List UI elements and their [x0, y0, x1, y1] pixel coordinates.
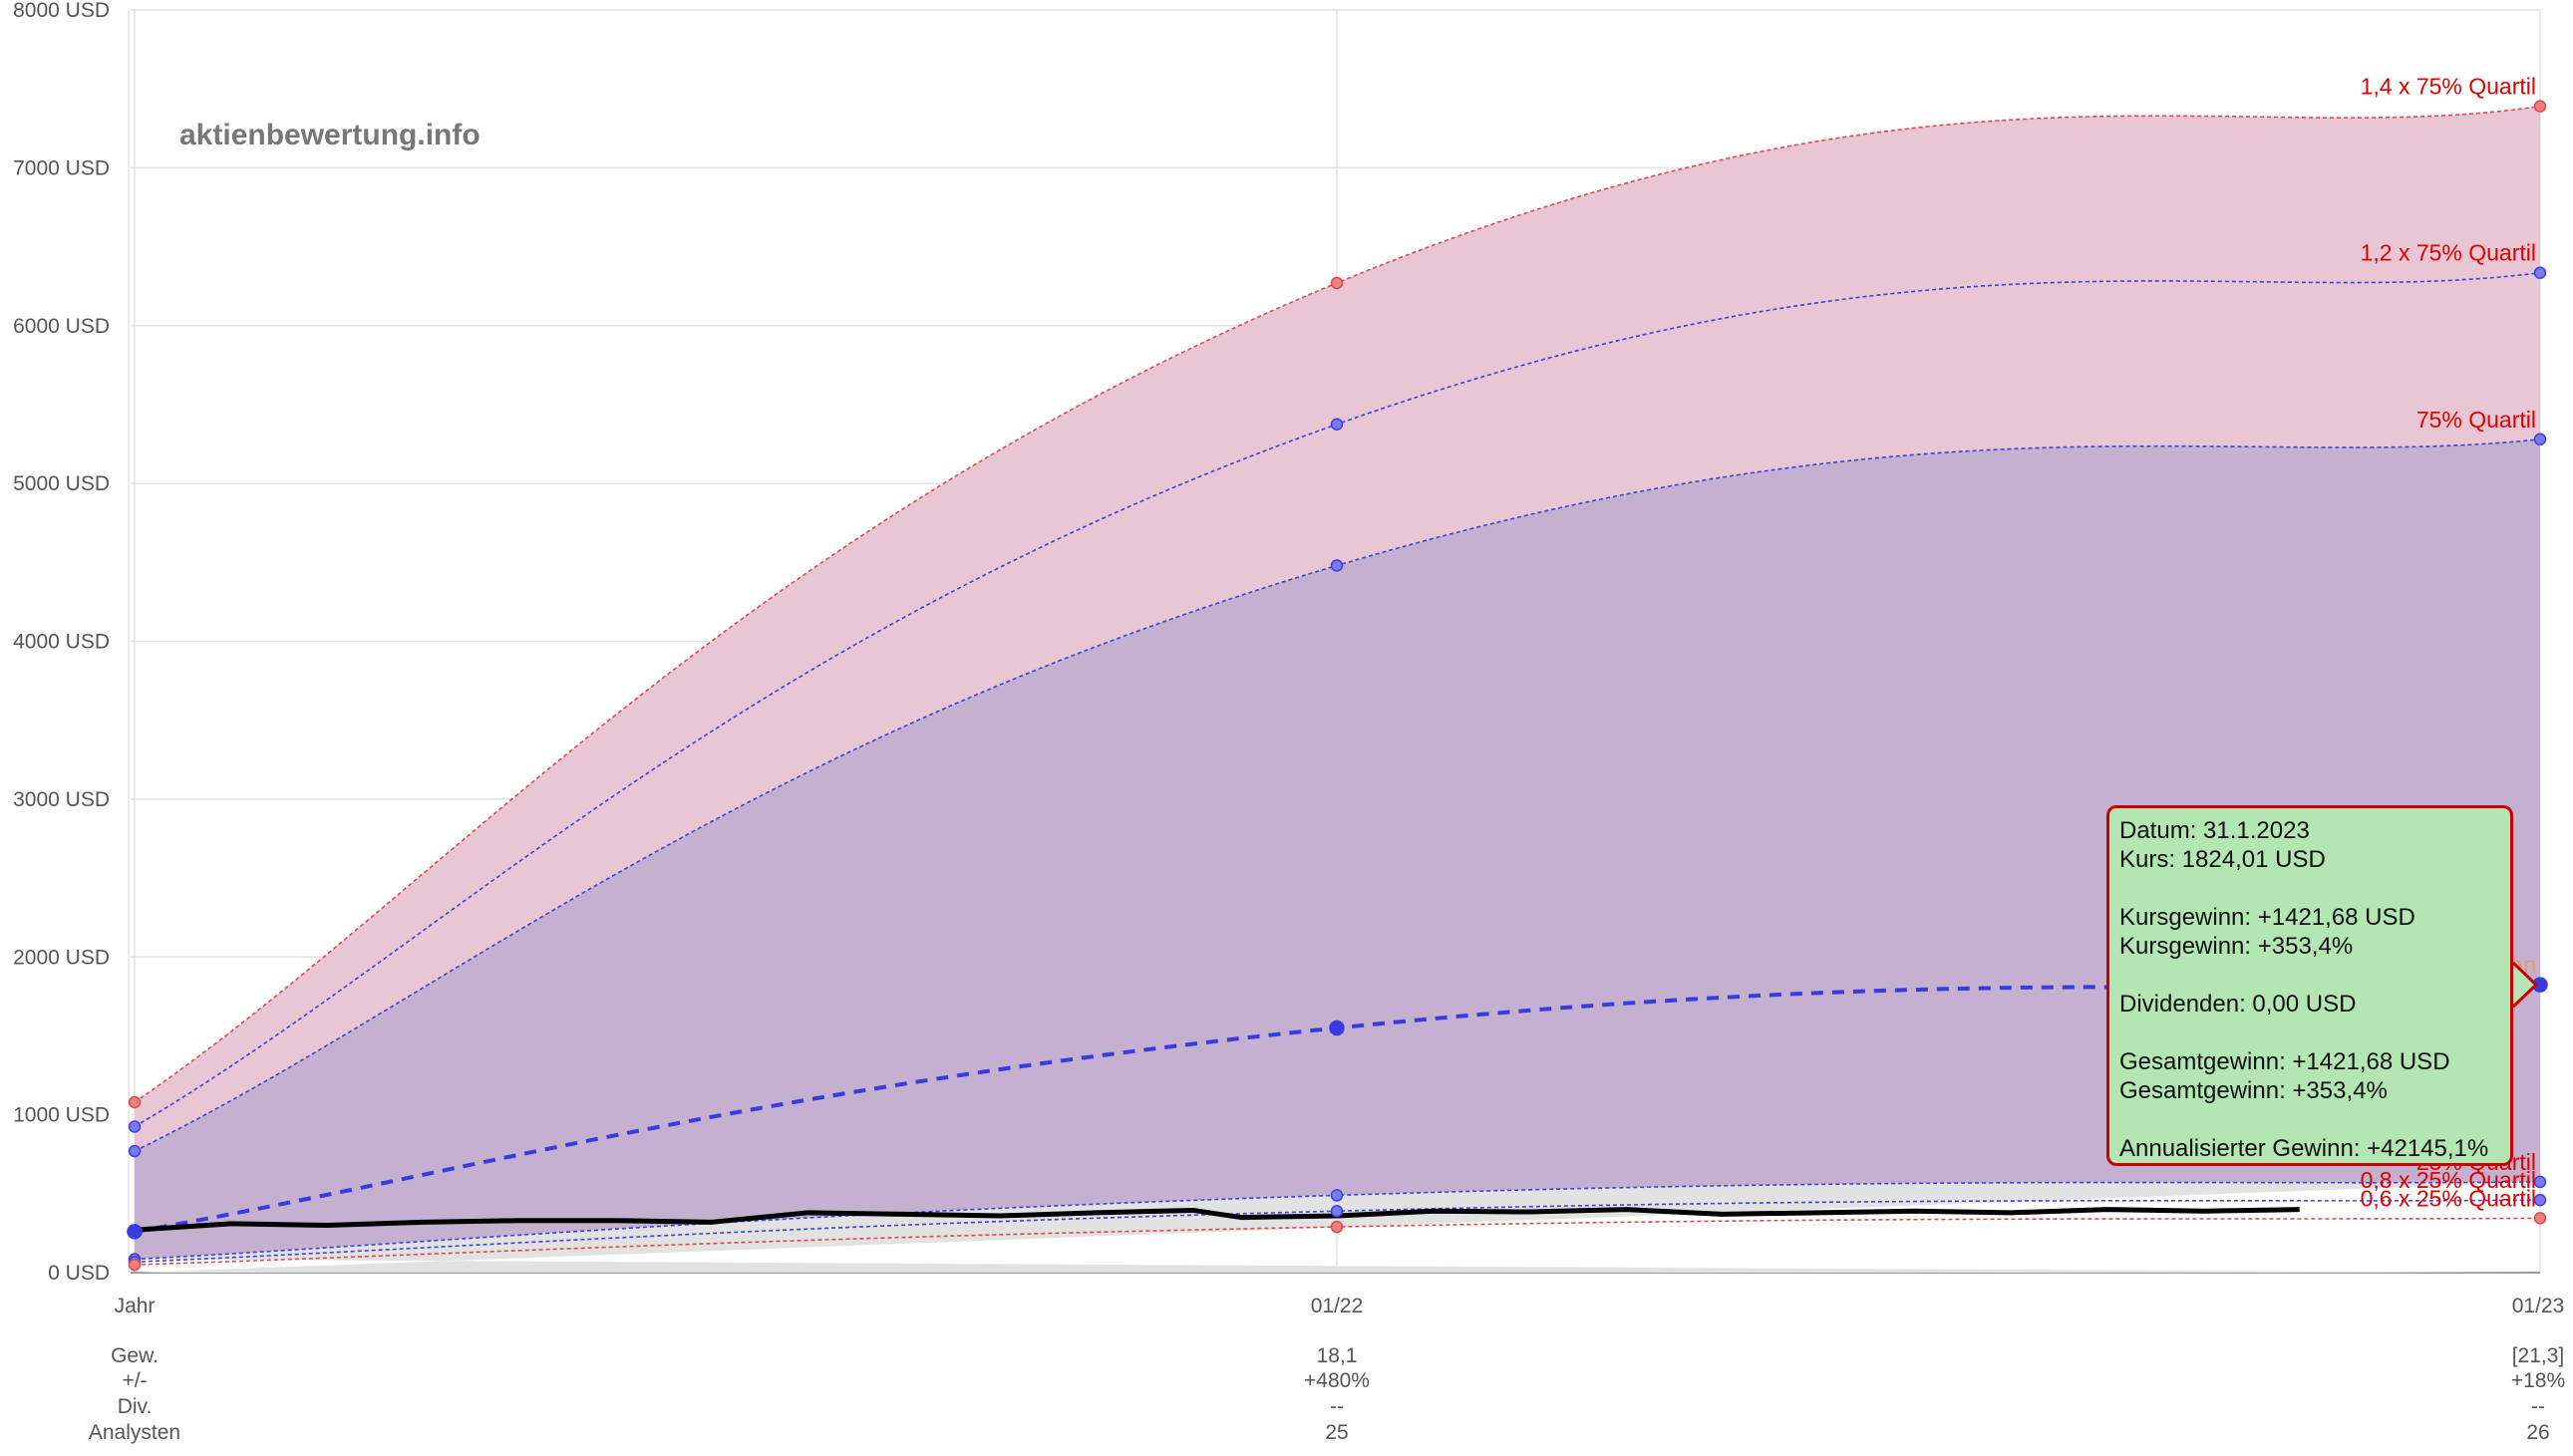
y-tick-label: 1000 USD [13, 1104, 110, 1127]
series-point-75-quartil[interactable] [128, 1144, 142, 1158]
bottom-row-value: +18% [2511, 1369, 2565, 1392]
y-tick-label: 3000 USD [13, 788, 110, 811]
tooltip-pointer [2511, 962, 2539, 1009]
series-points [127, 100, 2548, 1272]
tooltip-datum: Datum: 31.1.2023 [2119, 817, 2310, 844]
y-tick-label: 5000 USD [13, 472, 110, 495]
bottom-row-label: Div. [118, 1395, 153, 1418]
series-point-25-quartil[interactable] [1330, 1189, 1344, 1202]
y-tick-label: 4000 USD [13, 631, 110, 654]
series-point-1-2-x-75-quartil[interactable] [2533, 266, 2547, 279]
series-point-0-8-x-25-quartil[interactable] [2533, 1193, 2547, 1207]
y-tick-label: 0 USD [48, 1262, 110, 1285]
series-point-1-4-x-75-quartil[interactable] [128, 1095, 142, 1109]
tooltip-gesamtgewinn-abs: Gesamtgewinn: +1421,68 USD [2119, 1048, 2450, 1075]
bottom-row-value: 25 [1325, 1421, 1348, 1444]
bottom-row-value: 26 [2526, 1421, 2549, 1444]
y-tick-label: 7000 USD [13, 156, 110, 179]
series-point-median[interactable] [1329, 1019, 1345, 1036]
series-point-0-6-x-25-quartil[interactable] [128, 1258, 142, 1272]
price-line [134, 1207, 2300, 1233]
tooltip-annualisiert: Annualisierter Gewinn: +42145,1% [2119, 1135, 2489, 1162]
series-point-1-2-x-75-quartil[interactable] [1330, 418, 1344, 431]
bottom-row-value: 18,1 [1317, 1344, 1358, 1367]
series-label-75-quartil: 75% Quartil [2416, 407, 2536, 433]
bottom-row-value: +480% [1304, 1369, 1370, 1392]
series-point-1-4-x-75-quartil[interactable] [2533, 100, 2547, 113]
series-point-1-2-x-75-quartil[interactable] [128, 1120, 142, 1133]
axis-labels: 0 USD 1000 USD 2000 USD 3000 USD 4000 USD 500… [13, 0, 2565, 1444]
series-point-median[interactable] [127, 1224, 143, 1240]
series-point-25-quartil[interactable] [2533, 1175, 2547, 1189]
series-point-0-6-x-25-quartil[interactable] [1330, 1220, 1344, 1234]
y-tick-label: 6000 USD [13, 315, 110, 338]
bottom-row-value: -- [1330, 1395, 1344, 1418]
x-tick-label: Jahr [115, 1295, 156, 1317]
series-point-75-quartil[interactable] [2533, 433, 2547, 446]
tooltip-kursgewinn-pct: Kursgewinn: +353,4% [2119, 933, 2354, 960]
y-tick-label: 2000 USD [13, 946, 110, 969]
interquartile-band [135, 438, 2540, 1260]
series-point-0-6-x-25-quartil[interactable] [2533, 1212, 2547, 1225]
series-point-1-4-x-75-quartil[interactable] [1330, 276, 1344, 290]
series-label-1-4-x-75-quartil: 1,4 x 75% Quartil [2361, 74, 2536, 100]
x-tick-label: 01/22 [1311, 1295, 1364, 1317]
series-point-0-8-x-25-quartil[interactable] [1330, 1204, 1344, 1218]
bottom-row-label: Analysten [89, 1421, 180, 1444]
series-label-1-2-x-75-quartil: 1,2 x 75% Quartil [2361, 240, 2536, 266]
upper-quartile-band [135, 106, 2540, 1152]
tooltip-gesamtgewinn-pct: Gesamtgewinn: +353,4% [2119, 1077, 2388, 1104]
series-label-0-6-x-25-quartil: 0,6 x 25% Quartil [2361, 1185, 2536, 1211]
bottom-row-label: Gew. [111, 1344, 159, 1367]
tooltip-kursgewinn-abs: Kursgewinn: +1421,68 USD [2119, 904, 2415, 931]
x-tick-label: 01/23 [2512, 1295, 2565, 1317]
tooltip-dividenden: Dividenden: 0,00 USD [2119, 991, 2357, 1018]
bottom-row-label: +/- [122, 1369, 147, 1392]
series-point-75-quartil[interactable] [1330, 559, 1344, 572]
y-tick-label: 8000 USD [13, 0, 110, 22]
bottom-row-value: [21,3] [2512, 1344, 2565, 1367]
series-line-1-4-x-75-quartil [134, 105, 2541, 1103]
series-label-0-8-x-25-quartil: 0,8 x 25% Quartil [2361, 1167, 2536, 1193]
bottom-row-value: -- [2531, 1395, 2545, 1418]
tooltip-kurs: Kurs: 1824,01 USD [2119, 846, 2326, 873]
watermark-logo: aktienbewertung.info [179, 119, 481, 151]
series-labels: 1,4 x 75% Quartil 1,2 x 75% Quartil 75% Qu… [2361, 74, 2539, 1211]
data-tooltip: Datum: 31.1.2023 Kurs: 1824,01 USD Kursg… [2106, 805, 2513, 1166]
